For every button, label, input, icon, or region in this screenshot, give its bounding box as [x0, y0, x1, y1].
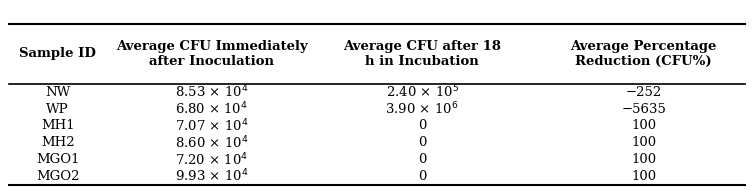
Text: 7.07 × 10$^{4}$: 7.07 × 10$^{4}$: [175, 118, 248, 134]
Text: 0: 0: [418, 153, 426, 166]
Text: 3.90 × 10$^{6}$: 3.90 × 10$^{6}$: [385, 101, 458, 117]
Text: MH2: MH2: [41, 136, 75, 149]
Text: Average CFU after 18
h in Incubation: Average CFU after 18 h in Incubation: [343, 40, 501, 68]
Text: 100: 100: [631, 153, 656, 166]
Text: 0: 0: [418, 170, 426, 183]
Text: 0: 0: [418, 136, 426, 149]
Text: 100: 100: [631, 170, 656, 183]
Text: 7.20 × 10$^{4}$: 7.20 × 10$^{4}$: [175, 151, 248, 168]
Text: WP: WP: [47, 103, 69, 116]
Text: Average CFU Immediately
after Inoculation: Average CFU Immediately after Inoculatio…: [116, 40, 308, 68]
Text: Sample ID: Sample ID: [20, 47, 97, 60]
Text: Average Percentage
Reduction (CFU%): Average Percentage Reduction (CFU%): [571, 40, 717, 68]
Text: 6.80 × 10$^{4}$: 6.80 × 10$^{4}$: [175, 101, 248, 117]
Text: −5635: −5635: [621, 103, 666, 116]
Text: 2.40 × 10$^{5}$: 2.40 × 10$^{5}$: [385, 84, 458, 101]
Text: MGO1: MGO1: [36, 153, 79, 166]
Text: 8.53 × 10$^{4}$: 8.53 × 10$^{4}$: [175, 84, 248, 101]
Text: NW: NW: [45, 86, 70, 99]
Text: 9.93 × 10$^{4}$: 9.93 × 10$^{4}$: [175, 168, 248, 185]
Text: 0: 0: [418, 119, 426, 132]
Text: MH1: MH1: [41, 119, 75, 132]
Text: −252: −252: [626, 86, 662, 99]
Text: MGO2: MGO2: [36, 170, 79, 183]
Text: 100: 100: [631, 136, 656, 149]
Text: 100: 100: [631, 119, 656, 132]
Text: 8.60 × 10$^{4}$: 8.60 × 10$^{4}$: [175, 135, 248, 151]
